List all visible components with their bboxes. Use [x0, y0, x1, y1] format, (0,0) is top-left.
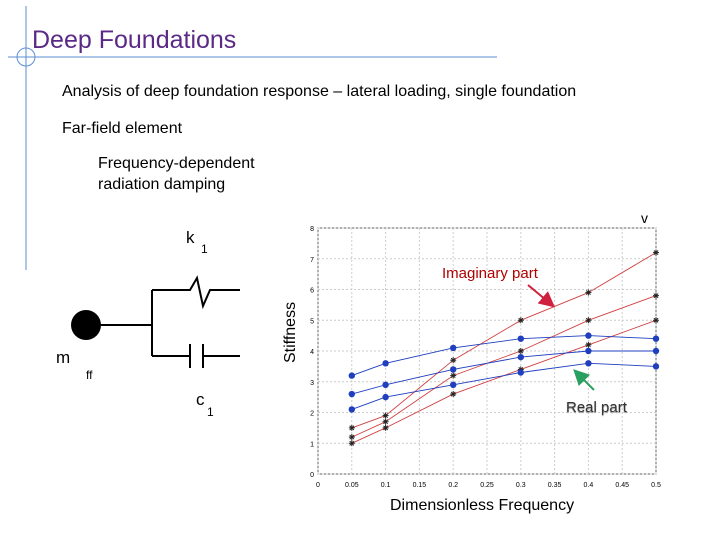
- series-line: [351, 252, 657, 429]
- x-tick-label: 0.15: [413, 482, 427, 489]
- mass-subscript: ff: [86, 368, 93, 382]
- data-point: [517, 353, 524, 361]
- data-point: [585, 317, 592, 324]
- data-point: [450, 344, 457, 352]
- series-line: [351, 335, 657, 377]
- chart-curves: [351, 252, 657, 444]
- series-line: [351, 362, 657, 410]
- data-point: [653, 292, 659, 299]
- x-tick-label: 0.35: [548, 482, 562, 489]
- chart-marks: [348, 249, 660, 447]
- annotation-arrows: [527, 284, 595, 391]
- corner-glyph: v: [641, 210, 648, 226]
- series-line: [351, 319, 657, 444]
- spring-subscript: 1: [201, 242, 208, 256]
- title-ring: [16, 47, 36, 67]
- data-point: [382, 412, 389, 419]
- y-axis-label: Stiffness: [282, 301, 299, 363]
- y-tick-label: 4: [310, 349, 314, 356]
- data-point: [652, 363, 660, 370]
- data-point: [517, 317, 524, 324]
- imaginary-part-label: Imaginary part: [442, 265, 538, 282]
- data-point: [348, 424, 355, 431]
- subtitle: Analysis of deep foundation response – l…: [62, 83, 577, 100]
- x-tick-label: 0.45: [615, 482, 629, 489]
- imaginary-arrow: [527, 284, 556, 308]
- x-tick-label: 0.5: [651, 482, 661, 489]
- data-point: [348, 406, 355, 413]
- data-point: [450, 381, 457, 389]
- data-point: [382, 360, 389, 367]
- data-point: [585, 289, 592, 296]
- x-tick-label: 0.4: [584, 482, 594, 489]
- y-tick-label: 1: [310, 441, 314, 448]
- data-point: [382, 393, 389, 401]
- data-point: [348, 390, 355, 398]
- data-point: [652, 347, 660, 355]
- real-part-label: Real part: [566, 399, 627, 416]
- x-tick-label: 0: [316, 482, 320, 489]
- data-point: [382, 418, 389, 425]
- data-point: [652, 335, 660, 342]
- frequency-dependent-label: Frequency-dependent radiation damping: [98, 155, 255, 193]
- data-point: [585, 341, 592, 348]
- x-axis-label: Dimensionless Frequency: [390, 497, 575, 514]
- x-tick-label: 0.25: [480, 482, 494, 489]
- data-point: [450, 366, 457, 373]
- data-point: [585, 360, 592, 367]
- y-tick-label: 3: [310, 380, 314, 387]
- data-point: [517, 348, 524, 354]
- data-point: [450, 391, 457, 398]
- slide-title: Deep Foundations: [32, 26, 237, 54]
- y-tick-label: 8: [310, 226, 314, 233]
- chart-ticks: 0 0.05 0.1 0.15 0.2 0.25 0.3 0.35 0.4 0.45 0.5 0 1 2 3…: [310, 226, 661, 489]
- y-tick-label: 7: [310, 257, 314, 264]
- mass-label: m: [56, 348, 71, 367]
- x-tick-label: 0.1: [381, 482, 391, 489]
- y-tick-label: 0: [310, 472, 314, 479]
- y-tick-label: 5: [310, 318, 314, 325]
- x-tick-label: 0.05: [345, 482, 359, 489]
- spring-label: k: [186, 228, 195, 247]
- data-point: [653, 249, 659, 256]
- series-line: [351, 350, 656, 395]
- data-point: [585, 332, 592, 339]
- spring-element: [152, 275, 240, 310]
- data-point: [653, 317, 659, 324]
- data-point: [517, 335, 524, 342]
- data-point: [517, 369, 524, 376]
- data-point: [382, 424, 389, 431]
- data-point: [382, 381, 389, 389]
- mass-node: [71, 310, 101, 340]
- data-point: [450, 357, 457, 364]
- far-field-label: Far-field element: [62, 120, 183, 137]
- y-tick-label: 2: [310, 411, 314, 418]
- data-point: [450, 372, 457, 379]
- x-tick-label: 0.2: [448, 482, 458, 489]
- data-point: [348, 372, 355, 379]
- y-tick-label: 6: [310, 288, 314, 295]
- dashpot-subscript: 1: [207, 405, 214, 419]
- data-point: [348, 440, 355, 447]
- data-point: [585, 347, 592, 355]
- dashpot-label: c: [196, 390, 205, 409]
- real-arrow: [573, 369, 595, 391]
- data-point: [348, 434, 355, 441]
- x-tick-label: 0.3: [516, 482, 526, 489]
